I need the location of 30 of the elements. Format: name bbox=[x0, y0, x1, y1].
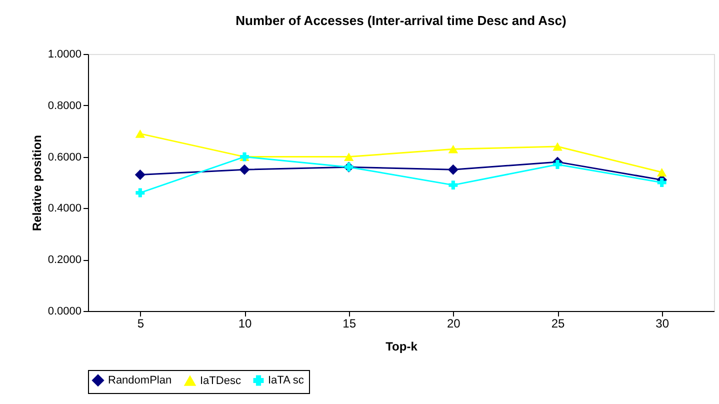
legend-label: RandomPlan bbox=[108, 374, 172, 386]
point bbox=[134, 170, 146, 180]
point bbox=[657, 178, 666, 187]
point bbox=[239, 164, 250, 175]
point bbox=[553, 160, 562, 169]
point bbox=[448, 164, 458, 175]
x-tick-label: 20 bbox=[446, 316, 461, 330]
x-axis-title: Top-k bbox=[386, 340, 418, 354]
y-tick-label: 0.2000 bbox=[48, 254, 82, 266]
legend-label: IaTA sc bbox=[268, 374, 304, 387]
y-tick-label: 0.0000 bbox=[48, 306, 82, 318]
y-tick-label: 0.8000 bbox=[48, 100, 82, 112]
point bbox=[135, 129, 146, 138]
x-tick-label: 5 bbox=[137, 316, 144, 330]
y-axis-title: Relative position bbox=[30, 134, 44, 232]
x-tick-label: 30 bbox=[656, 316, 670, 330]
x-tick-label: 15 bbox=[342, 316, 356, 330]
x-tick-label: 10 bbox=[238, 316, 252, 330]
legend-label: IaTDesc bbox=[200, 374, 242, 387]
y-tick-label: 0.4000 bbox=[48, 202, 82, 215]
point bbox=[448, 144, 458, 154]
point bbox=[656, 168, 667, 176]
y-tick-label: 1.0000 bbox=[48, 48, 82, 60]
point bbox=[344, 152, 354, 162]
x-tick-label: 25 bbox=[551, 316, 565, 330]
point bbox=[552, 142, 562, 151]
y-tick-label: 0.6000 bbox=[48, 151, 82, 164]
chart-title: Number of Accesses (Inter-arrival time Desc and Asc) bbox=[236, 13, 566, 28]
point bbox=[448, 180, 458, 190]
point bbox=[136, 188, 145, 198]
